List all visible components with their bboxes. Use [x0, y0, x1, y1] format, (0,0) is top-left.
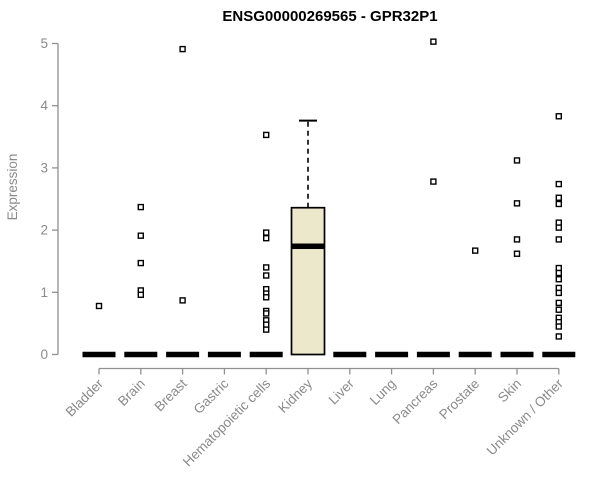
category-label-skin: Skin	[495, 376, 524, 405]
box-kidney	[290, 206, 326, 356]
median-skin	[500, 351, 534, 358]
outlier-point-hematopoietic-cells	[263, 131, 270, 139]
outlier-point-unknown-other	[555, 289, 562, 297]
outlier-point-unknown-other	[555, 194, 562, 201]
outlier-point-unknown-other	[555, 219, 562, 226]
median-lung	[375, 351, 409, 358]
outlier-point-breast	[179, 297, 186, 304]
median-bladder	[82, 351, 116, 358]
chart-title: ENSG00000269565 - GPR32P1	[222, 8, 438, 25]
median-gastric	[207, 351, 241, 358]
category-label-lung: Lung	[367, 376, 399, 408]
outlier-point-unknown-other	[555, 269, 562, 277]
y-axis-tick-label: 0	[40, 347, 48, 362]
outlier-point-brain	[137, 232, 145, 239]
category-label-kidney: Kidney	[275, 376, 315, 416]
y-axis-tick-label: 2	[40, 223, 48, 238]
y-axis-tick-label: 4	[40, 98, 48, 113]
outlier-point-unknown-other	[555, 333, 562, 340]
median-unknown-other	[542, 351, 576, 358]
median-prostate	[458, 351, 492, 358]
outlier-point-hematopoietic-cells	[263, 310, 270, 317]
category-label-gastric: Gastric	[191, 376, 232, 417]
outlier-point-hematopoietic-cells	[263, 272, 270, 279]
category-label-pancreas: Pancreas	[390, 376, 441, 427]
outlier-point-hematopoietic-cells	[263, 229, 270, 236]
outlier-point-unknown-other	[555, 236, 562, 243]
outlier-point-hematopoietic-cells	[263, 321, 270, 328]
category-label-liver: Liver	[326, 376, 358, 408]
median-liver	[333, 351, 367, 358]
median-breast	[166, 351, 200, 358]
median-kidney	[291, 243, 325, 250]
category-label-brain: Brain	[115, 376, 148, 409]
outlier-point-skin	[513, 236, 521, 243]
outlier-point-pancreas	[430, 178, 437, 185]
outlier-point-unknown-other	[555, 264, 562, 272]
y-axis-tick-label: 1	[40, 285, 48, 300]
outlier-point-brain	[137, 291, 145, 298]
median-brain	[124, 351, 158, 358]
category-label-unknown-other: Unknown / Other	[484, 376, 567, 459]
outlier-point-brain	[137, 203, 145, 211]
outlier-point-skin	[513, 250, 521, 257]
outlier-point-unknown-other	[555, 323, 562, 330]
outlier-point-unknown-other	[555, 180, 562, 188]
median-pancreas	[416, 351, 450, 358]
outlier-point-bladder	[95, 302, 103, 310]
outlier-point-unknown-other	[555, 284, 562, 292]
category-label-breast: Breast	[152, 376, 190, 414]
outlier-point-pancreas	[430, 38, 437, 45]
outlier-point-unknown-other	[555, 200, 562, 208]
median-hematopoietic-cells	[249, 351, 283, 358]
outlier-point-unknown-other	[555, 299, 562, 307]
outlier-point-unknown-other	[555, 276, 562, 283]
category-label-prostate: Prostate	[436, 376, 482, 422]
category-label-bladder: Bladder	[63, 376, 107, 420]
outlier-point-breast	[179, 45, 186, 53]
outlier-point-brain	[137, 259, 145, 267]
outlier-point-hematopoietic-cells	[263, 326, 270, 333]
outlier-point-hematopoietic-cells	[263, 234, 270, 242]
outlier-point-skin	[513, 200, 521, 207]
outlier-point-hematopoietic-cells	[263, 264, 270, 271]
outlier-point-unknown-other	[555, 113, 562, 120]
y-axis-tick-label: 3	[40, 160, 48, 175]
outlier-point-skin	[513, 157, 521, 164]
outlier-point-unknown-other	[555, 224, 562, 231]
outlier-point-unknown-other	[555, 306, 562, 313]
outlier-point-hematopoietic-cells	[263, 294, 270, 301]
outlier-point-prostate	[472, 247, 479, 254]
y-axis-tick-label: 5	[40, 36, 48, 51]
